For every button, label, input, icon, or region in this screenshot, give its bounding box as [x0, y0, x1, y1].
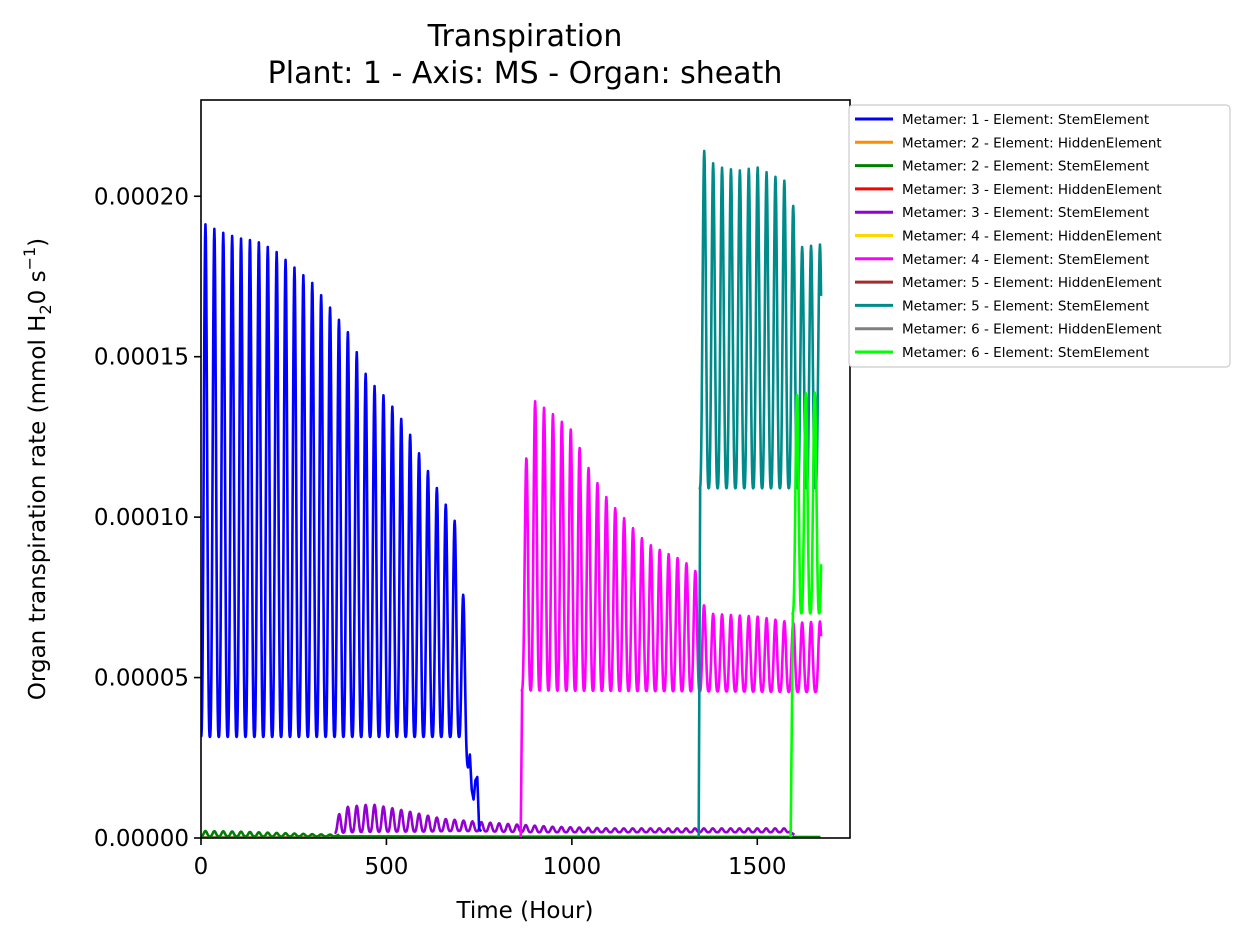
chart-subtitle: Plant: 1 - Axis: MS - Organ: sheath [268, 56, 783, 91]
legend-label: Metamer: 6 - Element: HiddenElement [902, 322, 1162, 338]
chart-title: Transpiration [427, 19, 623, 54]
x-tick-label: 1500 [728, 854, 787, 880]
series-line-5 [333, 803, 796, 836]
y-axis-label: Organ transpiration rate (mmol H20 s−1) [20, 238, 55, 700]
legend: Metamer: 1 - Element: StemElement Metamer… [848, 104, 1231, 368]
series-line-7 [519, 400, 823, 838]
plot-area-frame [200, 99, 851, 839]
series-line-3 [201, 829, 821, 838]
legend-label: Metamer: 5 - Element: StemElement [902, 298, 1149, 314]
legend-box [848, 104, 1231, 368]
y-tick-label: 0.00015 [94, 345, 189, 371]
x-tick-label: 500 [364, 854, 408, 880]
y-axis-ticks: 0.00000 0.00005 0.00010 0.00015 0.00020 [94, 184, 201, 852]
series-line-9 [697, 149, 823, 838]
y-tick-label: 0.00005 [94, 666, 189, 692]
legend-label: Metamer: 4 - Element: StemElement [902, 252, 1149, 268]
series-line-11 [789, 391, 823, 838]
legend-label: Metamer: 3 - Element: StemElement [902, 205, 1149, 221]
x-axis-label: Time (Hour) [456, 898, 594, 924]
y-tick-label: 0.00020 [94, 184, 189, 210]
x-tick-label: 0 [194, 854, 209, 880]
legend-label: Metamer: 1 - Element: StemElement [902, 112, 1149, 128]
legend-label: Metamer: 2 - Element: StemElement [902, 159, 1149, 175]
y-tick-label: 0.00000 [94, 826, 189, 852]
legend-label: Metamer: 5 - Element: HiddenElement [902, 275, 1162, 291]
legend-label: Metamer: 4 - Element: HiddenElement [902, 229, 1162, 245]
y-tick-label: 0.00010 [94, 505, 189, 531]
series-layer [201, 149, 823, 838]
legend-label: Metamer: 3 - Element: HiddenElement [902, 182, 1162, 198]
legend-label: Metamer: 6 - Element: StemElement [902, 345, 1149, 361]
legend-label: Metamer: 2 - Element: HiddenElement [902, 135, 1162, 151]
x-tick-label: 1000 [543, 854, 602, 880]
x-axis-ticks: 0 500 1000 1500 [194, 838, 787, 880]
series-line-1 [201, 222, 483, 833]
